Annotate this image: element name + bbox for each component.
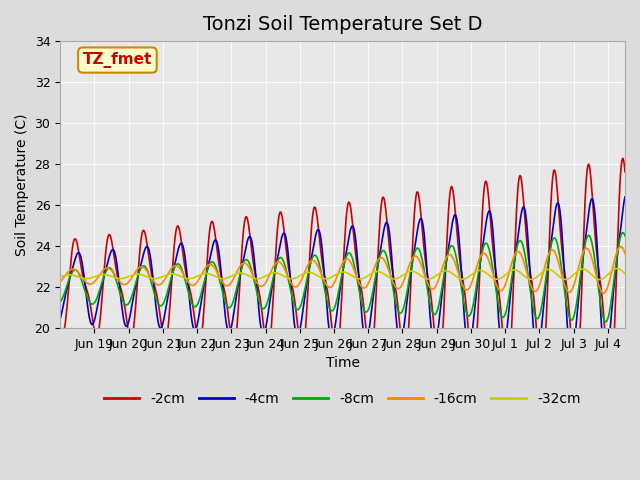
- Y-axis label: Soil Temperature (C): Soil Temperature (C): [15, 113, 29, 256]
- -2cm: [475, 296, 483, 301]
- -16cm: [429, 287, 436, 292]
- -4cm: [573, 319, 580, 324]
- -4cm: [429, 340, 436, 346]
- -16cm: [367, 273, 375, 278]
- -8cm: [621, 233, 629, 239]
- -2cm: [619, 156, 627, 161]
- -16cm: [573, 273, 580, 279]
- -4cm: [367, 308, 375, 313]
- X-axis label: Time: Time: [326, 356, 360, 370]
- -32cm: [621, 271, 629, 276]
- -8cm: [429, 310, 436, 316]
- -16cm: [617, 244, 625, 250]
- -32cm: [613, 266, 621, 272]
- -16cm: [56, 279, 64, 285]
- -4cm: [602, 358, 609, 364]
- -32cm: [573, 269, 580, 275]
- Title: Tonzi Soil Temperature Set D: Tonzi Soil Temperature Set D: [203, 15, 483, 34]
- -2cm: [56, 325, 64, 331]
- -4cm: [621, 194, 629, 200]
- -32cm: [596, 276, 604, 282]
- -16cm: [621, 251, 629, 256]
- -4cm: [56, 316, 64, 322]
- Text: TZ_fmet: TZ_fmet: [83, 52, 152, 68]
- -32cm: [56, 274, 64, 280]
- -32cm: [475, 267, 483, 273]
- -8cm: [619, 229, 627, 235]
- -4cm: [608, 303, 616, 309]
- -8cm: [602, 319, 609, 325]
- -2cm: [608, 372, 616, 378]
- Line: -8cm: -8cm: [60, 232, 625, 322]
- -8cm: [56, 299, 64, 305]
- Line: -4cm: -4cm: [60, 197, 625, 361]
- -8cm: [608, 292, 616, 298]
- Line: -16cm: -16cm: [60, 247, 625, 293]
- -2cm: [429, 312, 436, 318]
- -8cm: [437, 292, 445, 298]
- -4cm: [437, 302, 445, 308]
- -16cm: [600, 290, 607, 296]
- -2cm: [621, 169, 629, 175]
- -2cm: [606, 384, 614, 390]
- -32cm: [367, 271, 375, 276]
- -32cm: [429, 275, 436, 281]
- -16cm: [608, 267, 616, 273]
- Legend: -2cm, -4cm, -8cm, -16cm, -32cm: -2cm, -4cm, -8cm, -16cm, -32cm: [99, 386, 586, 412]
- -8cm: [475, 269, 483, 275]
- -16cm: [475, 258, 483, 264]
- -8cm: [573, 301, 580, 307]
- -2cm: [573, 380, 580, 385]
- -4cm: [475, 272, 483, 277]
- -2cm: [437, 357, 445, 362]
- Line: -32cm: -32cm: [60, 269, 625, 279]
- -16cm: [437, 270, 445, 276]
- -2cm: [367, 355, 375, 361]
- -32cm: [608, 268, 616, 274]
- -8cm: [367, 296, 375, 301]
- -32cm: [437, 269, 445, 275]
- Line: -2cm: -2cm: [60, 158, 625, 387]
